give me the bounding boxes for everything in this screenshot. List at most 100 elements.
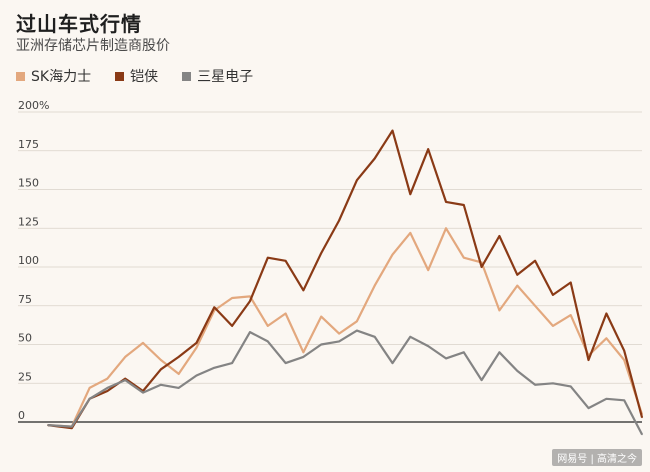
data-point xyxy=(142,342,144,344)
data-point xyxy=(391,253,394,256)
data-point xyxy=(231,297,233,299)
data-point xyxy=(409,193,412,195)
data-point xyxy=(605,312,608,315)
data-point xyxy=(320,252,323,254)
chart-title: 过山车式行情 xyxy=(16,12,142,36)
data-point xyxy=(338,340,340,343)
chart-subtitle: 亚洲存储芯片制造商股价 xyxy=(16,38,170,54)
data-point xyxy=(177,387,180,389)
data-point xyxy=(587,407,590,409)
data-point xyxy=(47,424,49,426)
y-tick-label: 75 xyxy=(18,293,32,306)
grid-layer xyxy=(18,111,642,423)
data-point xyxy=(195,346,198,349)
data-point xyxy=(284,312,287,315)
data-point xyxy=(605,337,608,340)
data-point xyxy=(177,373,180,375)
data-point xyxy=(569,385,572,388)
data-point xyxy=(338,219,340,222)
data-point xyxy=(391,362,394,364)
data-point xyxy=(569,281,572,284)
data-point xyxy=(498,309,501,312)
data-point xyxy=(142,391,144,394)
legend-label-kioxia: 铠侠 xyxy=(130,69,159,85)
data-point xyxy=(641,433,643,436)
data-point xyxy=(284,260,287,262)
y-tick-label: 0 xyxy=(18,409,25,422)
data-point xyxy=(356,179,358,181)
data-point xyxy=(213,366,216,369)
data-point xyxy=(320,343,323,346)
legend-item-kioxia: 铠侠 xyxy=(115,66,158,86)
data-point xyxy=(391,129,394,132)
legend-swatch-samsung xyxy=(182,71,192,81)
data-point xyxy=(552,294,554,296)
data-point xyxy=(249,300,251,302)
data-point xyxy=(231,362,233,364)
data-point xyxy=(534,260,536,262)
data-point xyxy=(516,273,519,276)
data-point xyxy=(106,377,109,380)
data-point xyxy=(605,397,608,400)
data-point xyxy=(480,266,483,268)
data-point xyxy=(195,342,198,344)
data-point xyxy=(623,399,625,402)
legend-swatch-skhynix xyxy=(16,71,25,81)
data-point xyxy=(373,284,376,287)
data-point xyxy=(480,379,483,381)
data-point xyxy=(320,315,323,318)
data-point xyxy=(409,232,412,234)
data-point xyxy=(552,325,554,327)
data-point xyxy=(124,356,127,358)
data-point xyxy=(534,384,536,386)
data-point xyxy=(70,425,73,428)
y-tick-label: 100 xyxy=(18,254,39,267)
series-line-1 xyxy=(47,129,644,430)
data-point xyxy=(427,148,429,150)
data-point xyxy=(534,304,536,307)
data-point xyxy=(516,284,519,287)
data-point xyxy=(195,374,198,377)
data-point xyxy=(498,351,501,354)
data-point xyxy=(106,390,109,392)
data-point xyxy=(427,345,429,347)
legend-label-samsung: 三星电子 xyxy=(197,69,254,85)
series-line-0 xyxy=(47,227,644,428)
data-point xyxy=(445,227,447,230)
data-point xyxy=(463,204,465,206)
data-point xyxy=(124,379,127,381)
data-point xyxy=(516,370,519,372)
data-point xyxy=(641,416,643,419)
y-tick-label: 150 xyxy=(18,177,39,190)
data-point xyxy=(160,384,162,386)
data-point xyxy=(266,325,269,327)
data-point xyxy=(302,289,305,292)
data-point xyxy=(623,349,625,352)
data-point xyxy=(160,368,162,371)
legend-item-samsung: 三星电子 xyxy=(182,66,253,86)
data-point xyxy=(124,377,127,380)
data-point xyxy=(552,382,554,385)
data-point xyxy=(302,356,305,358)
data-point xyxy=(266,256,269,259)
series-layer xyxy=(47,129,644,436)
data-point xyxy=(338,332,340,335)
y-tick-label: 125 xyxy=(18,215,39,228)
data-point xyxy=(356,329,358,332)
y-tick-label: 175 xyxy=(18,138,39,151)
data-point xyxy=(445,201,447,203)
data-point xyxy=(249,331,251,333)
data-point xyxy=(498,235,501,237)
data-point xyxy=(623,359,625,361)
data-point xyxy=(231,325,233,327)
legend-item-skhynix: SK海力士 xyxy=(16,66,91,86)
data-point xyxy=(213,306,216,309)
y-tick-label: 25 xyxy=(18,370,32,383)
y-tick-label: 50 xyxy=(18,332,32,345)
data-point xyxy=(373,335,376,338)
data-point xyxy=(249,295,251,298)
data-point xyxy=(177,356,180,358)
data-point xyxy=(409,335,412,338)
data-point xyxy=(569,314,572,316)
